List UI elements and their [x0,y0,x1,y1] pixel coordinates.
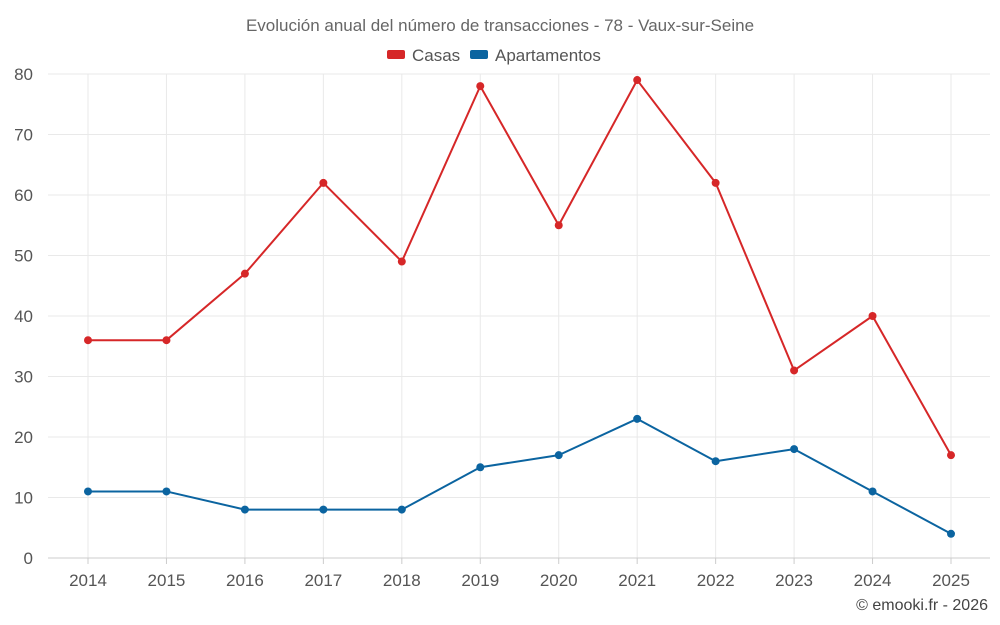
data-point-casas[interactable] [319,178,328,187]
y-tick-label: 50 [14,247,33,266]
x-tick-label: 2019 [461,571,499,590]
x-tick-label: 2022 [697,571,735,590]
data-point-casas[interactable] [240,269,249,278]
y-tick-label: 70 [14,126,33,145]
y-tick-label: 60 [14,186,33,205]
x-tick-label: 2020 [540,571,578,590]
legend-swatch-casas [387,50,405,59]
x-tick-label: 2016 [226,571,264,590]
x-tick-label: 2025 [932,571,970,590]
legend: Casas Apartamentos [387,46,601,65]
data-point-apartamentos[interactable] [947,529,955,538]
legend-swatch-apartamentos [470,50,488,59]
y-tick-label: 10 [14,489,33,508]
y-tick-label: 30 [14,368,33,387]
series-line-casas [88,79,952,456]
x-tick-label: 2014 [69,571,107,590]
x-tick-label: 2021 [618,571,656,590]
data-point-casas[interactable] [84,336,92,345]
data-point-casas[interactable] [711,178,720,187]
data-point-apartamentos[interactable] [240,505,249,514]
chart-title: Evolución anual del número de transaccio… [246,16,754,35]
x-tick-label: 2015 [148,571,186,590]
data-point-apartamentos[interactable] [554,451,563,460]
x-tick-label: 2023 [775,571,813,590]
data-point-casas[interactable] [868,312,877,320]
series-line-apartamentos [88,417,952,535]
data-point-casas[interactable] [947,451,955,460]
x-axis: 2014 2015 2016 2017 2018 2019 2020 2021 2022 2023… [48,557,990,590]
data-point-apartamentos[interactable] [633,414,642,423]
x-tick-label: 2017 [304,571,342,590]
data-point-casas[interactable] [554,221,563,230]
data-point-apartamentos[interactable] [711,457,720,466]
y-tick-label: 40 [14,307,33,326]
data-point-apartamentos[interactable] [84,487,92,496]
grid [48,73,990,558]
y-tick-label: 80 [14,65,33,84]
data-point-apartamentos[interactable] [162,487,171,496]
x-tick-label: 2024 [854,571,892,590]
data-point-apartamentos[interactable] [790,445,799,454]
data-point-apartamentos[interactable] [319,505,328,514]
data-point-casas[interactable] [397,257,406,266]
data-point-casas[interactable] [162,336,171,345]
data-point-apartamentos[interactable] [476,463,485,472]
credit-text: © emooki.fr - 2026 [856,597,988,614]
legend-label-casas[interactable]: Casas [412,46,460,65]
data-point-apartamentos[interactable] [868,487,877,496]
data-point-casas[interactable] [633,76,642,85]
y-tick-label: 0 [24,549,33,568]
legend-label-apartamentos[interactable]: Apartamentos [495,46,601,65]
data-point-apartamentos[interactable] [397,505,406,514]
plot-area [84,76,955,538]
x-tick-label: 2018 [383,571,421,590]
y-tick-label: 20 [14,428,33,447]
data-point-casas[interactable] [476,82,485,91]
data-point-casas[interactable] [790,366,799,375]
y-axis: 0 10 20 30 40 50 60 70 80 [14,65,33,568]
